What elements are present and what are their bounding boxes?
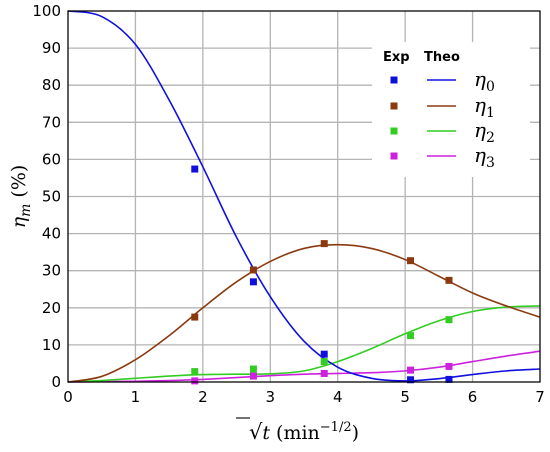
x-axis-label: √t (min−1/2) <box>249 420 359 444</box>
legend-col-header: Theo <box>424 50 460 65</box>
exp-point-series-2 <box>445 316 453 324</box>
exp-point-series-3 <box>407 366 415 374</box>
exp-point-series-1 <box>445 276 453 284</box>
exp-point-series-0 <box>320 350 328 358</box>
x-tick-label: 3 <box>266 388 276 406</box>
exp-point-series-3 <box>445 362 453 370</box>
x-tick-label: 6 <box>468 388 478 406</box>
exp-point-series-0 <box>249 278 257 286</box>
points <box>191 165 453 385</box>
exp-point-series-3 <box>320 369 328 377</box>
y-tick-label: 70 <box>42 113 61 131</box>
x-tick-label: 1 <box>131 388 141 406</box>
curves <box>67 10 541 383</box>
y-tick-label: 0 <box>51 373 61 391</box>
y-tick-label: 20 <box>42 299 61 317</box>
y-tick-label: 60 <box>42 150 61 168</box>
x-tick-label: 7 <box>535 388 545 406</box>
legend-marker <box>390 127 398 135</box>
y-tick-label: 40 <box>42 225 61 243</box>
x-tick-label: 5 <box>400 388 410 406</box>
y-tick-label: 30 <box>42 262 61 280</box>
exp-point-series-1 <box>191 313 199 321</box>
theo-line-series-0 <box>67 10 541 382</box>
x-tick-label: 2 <box>198 388 208 406</box>
theo-line-series-2 <box>67 305 541 383</box>
exp-point-series-2 <box>407 332 415 340</box>
exp-point-series-3 <box>191 377 199 385</box>
exp-point-series-0 <box>191 165 199 173</box>
theo-line-series-3 <box>67 350 541 383</box>
exp-point-series-1 <box>407 257 415 265</box>
exp-point-series-0 <box>445 375 453 383</box>
legend-marker <box>390 102 398 110</box>
y-tick-label: 100 <box>32 2 61 20</box>
y-tick-label: 90 <box>42 39 61 57</box>
y-tick-label: 50 <box>42 188 61 206</box>
exp-point-series-2 <box>191 368 199 376</box>
legend-col-header: Exp <box>383 50 410 65</box>
plot-frame <box>67 10 541 383</box>
exp-point-series-1 <box>320 240 328 248</box>
legend-marker <box>390 76 398 84</box>
y-axis-label: ηm (%) <box>8 165 34 229</box>
exp-point-series-2 <box>320 358 328 366</box>
y-tick-label: 80 <box>42 76 61 94</box>
exp-point-series-1 <box>249 266 257 274</box>
x-tick-label: 0 <box>63 388 73 406</box>
exp-point-series-0 <box>407 376 415 384</box>
exp-point-series-2 <box>249 365 257 373</box>
theo-line-series-1 <box>67 243 541 383</box>
legend-marker <box>390 152 398 160</box>
legend-box <box>372 42 530 177</box>
x-tick-label: 4 <box>333 388 343 406</box>
exp-point-series-3 <box>249 372 257 380</box>
y-tick-label: 10 <box>42 336 61 354</box>
